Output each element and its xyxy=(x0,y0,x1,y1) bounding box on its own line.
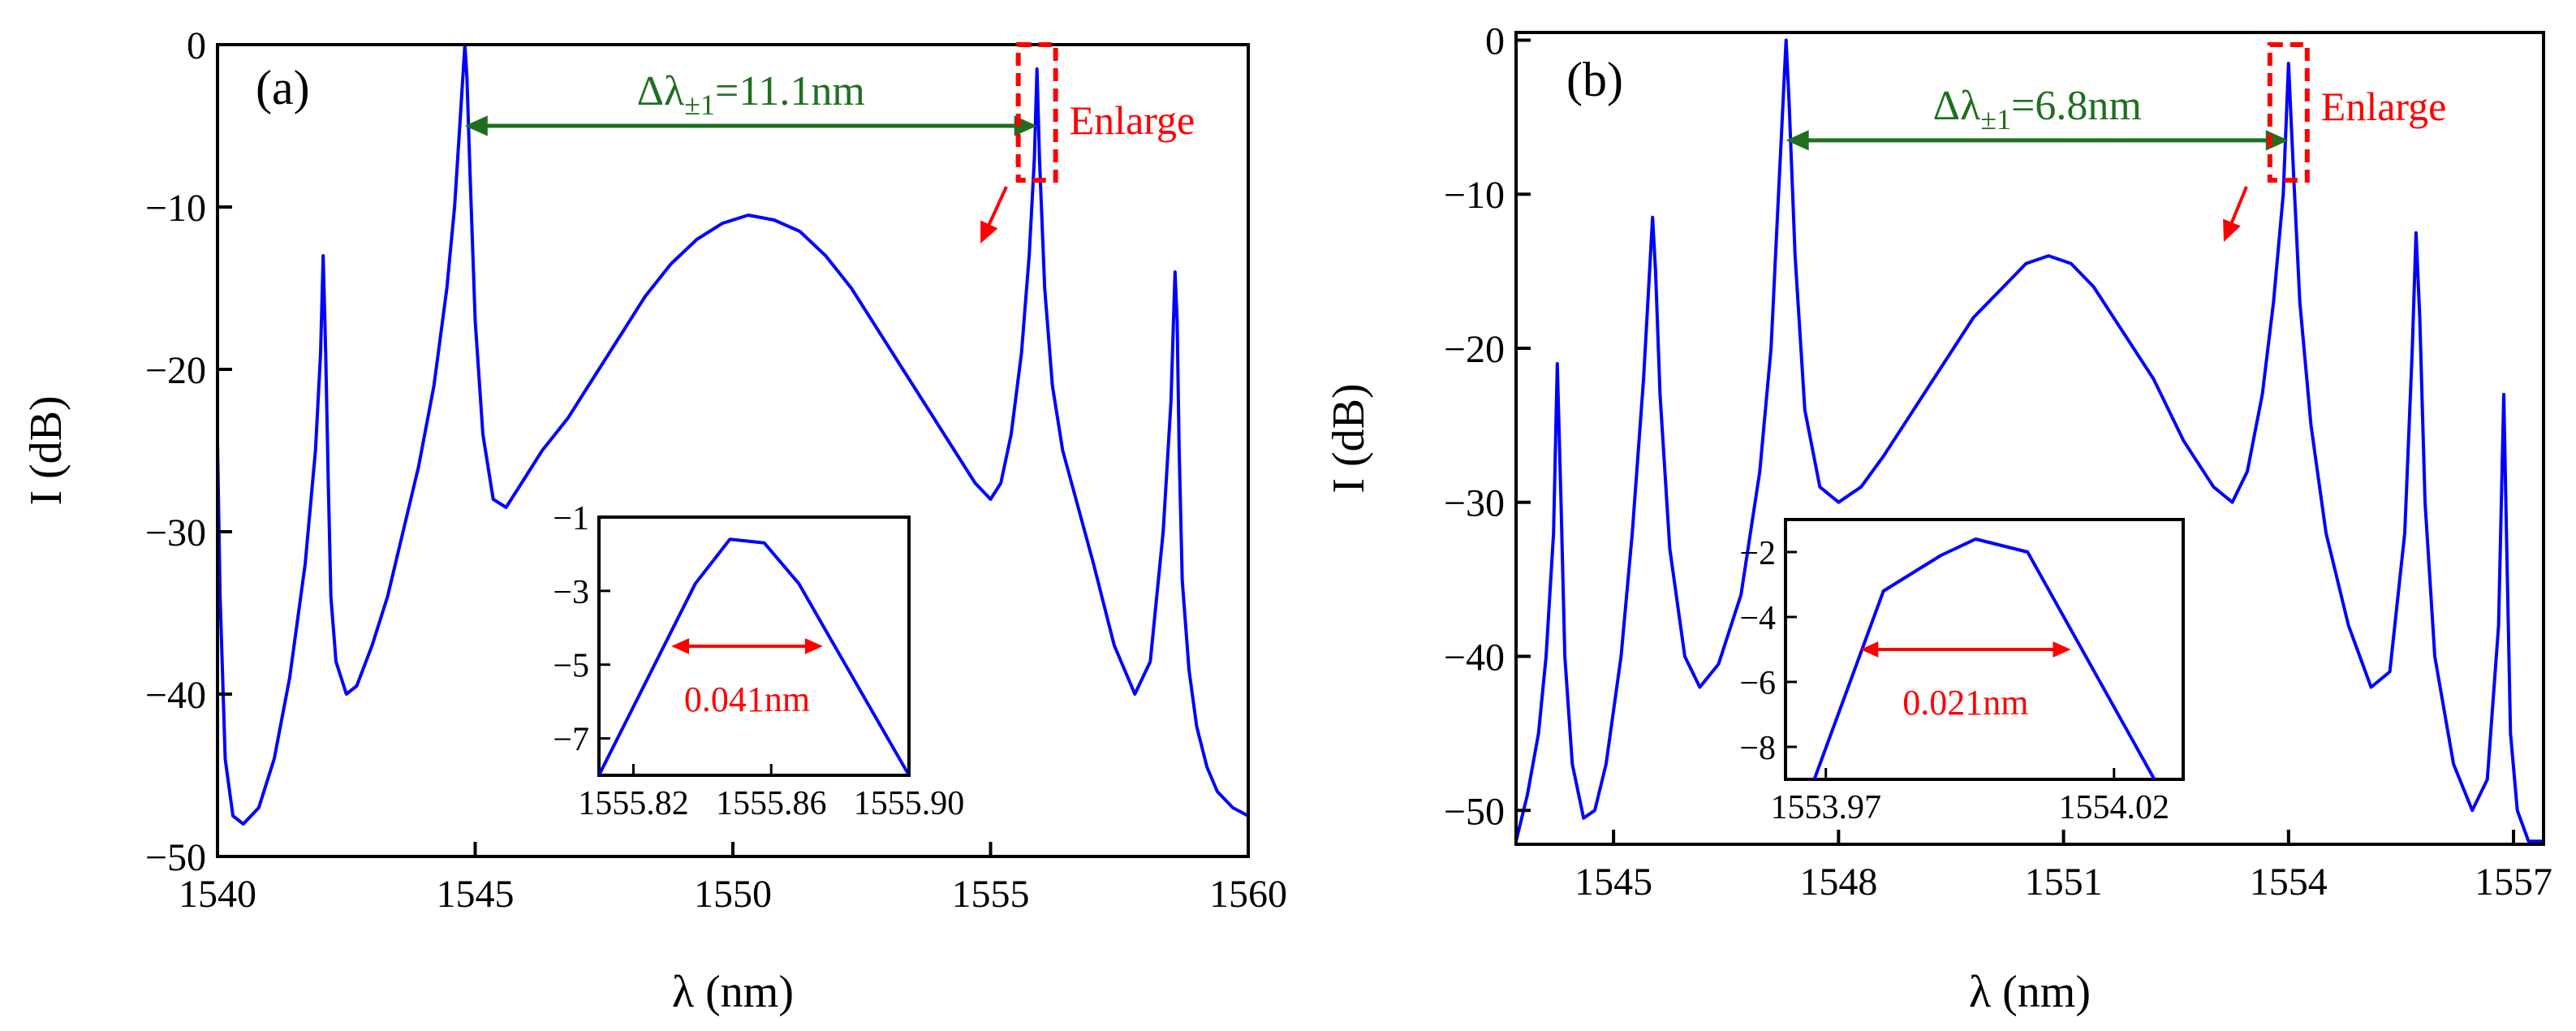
panel-b-label: (b) xyxy=(1566,53,1623,106)
panel-b-y-tick-label: −40 xyxy=(1444,636,1505,679)
panel-a-spacing-arrow xyxy=(464,115,1037,136)
panel-a-x-axis-title: λ (nm) xyxy=(672,967,794,1017)
panel-b-inset-fwhm-arrow xyxy=(1860,641,2071,658)
panel-a-x-tick-label: 1550 xyxy=(694,873,772,916)
panel-b-inset-line xyxy=(1812,537,2156,779)
panel-b-plot-frame xyxy=(1514,31,2545,846)
panel-a-inset-x-tick-label: 1555.90 xyxy=(854,785,965,822)
panel-a-inset-y-tick-label: −3 xyxy=(553,574,589,611)
panel-b-y-tick-label: −10 xyxy=(1444,174,1505,217)
panel-b-enlarge-label: Enlarge xyxy=(2321,84,2447,129)
panel-a-inset-line xyxy=(599,537,909,775)
panel-b-x-tick-label: 1545 xyxy=(1574,861,1652,904)
panel-a-y-tick-label: −50 xyxy=(145,836,206,879)
panel-a-inset-fwhm-arrow xyxy=(671,638,823,654)
panel-b-inset-y-tick-label: −2 xyxy=(1739,535,1776,572)
panel-a-inset-y-tick-label: −5 xyxy=(553,648,589,685)
panel-b-spacing-arrow xyxy=(1786,130,2289,151)
panel-a-enlarge-label: Enlarge xyxy=(1070,97,1195,143)
panel-a-y-tick-label: 0 xyxy=(187,24,206,67)
panel-a-y-tick-label: −10 xyxy=(145,187,206,230)
spacing-subscript: ±1 xyxy=(684,88,715,121)
spacing-suffix: =6.8nm xyxy=(2011,83,2142,129)
panel-a-inset-y-tick-label: −7 xyxy=(553,722,589,759)
panel-a-y-tick-label: −30 xyxy=(145,511,206,554)
panel-b-y-tick-label: −30 xyxy=(1444,482,1505,525)
panel-a-label: (a) xyxy=(256,61,310,114)
panel-a-inset-fwhm-arrow-head-left xyxy=(671,638,690,654)
panel-a-inset-x-tick-label: 1555.86 xyxy=(716,785,827,822)
panel-b-x-tick-label: 1554 xyxy=(2250,861,2328,904)
panel-b-inset-y-tick-label: −6 xyxy=(1739,665,1776,702)
panel-a-x-tick-label: 1540 xyxy=(179,873,256,916)
panel-a-inset-x-tick-label: 1555.82 xyxy=(578,785,689,822)
spacing-subscript: ±1 xyxy=(1980,103,2011,136)
panel-b-spacing-arrow-head-left xyxy=(1786,130,1809,151)
panel-b-x-tick-label: 1548 xyxy=(1799,861,1877,904)
panel-a-x-tick-label: 1555 xyxy=(952,873,1030,916)
panel-b-y-tick-label: −20 xyxy=(1444,328,1505,371)
panel-b-inset-fwhm-label: 0.021nm xyxy=(1902,683,2028,723)
panel-b-enlarge-arrow-shaft xyxy=(2228,186,2248,229)
panel-b-inset-x-tick-label: 1554.02 xyxy=(2059,789,2170,826)
panel-b-enlarge-arrow-head xyxy=(2223,218,2241,242)
panel-a-x-tick-label: 1560 xyxy=(1209,873,1287,916)
spacing-prefix: Δλ xyxy=(637,68,685,114)
panel-b-enlarge-box xyxy=(2267,42,2310,183)
panel-a: 1540 1545 1550 1555 1560 0 −10 −20 −30 −40 −50 λ (n… xyxy=(21,24,1287,1017)
panel-a-x-tick-label: 1545 xyxy=(437,873,515,916)
panel-b-inset: 1553.97 1554.02 −2 −4 −6 −8 0.021nm xyxy=(1739,518,2185,826)
panel-b-y-axis-title: I (dB) xyxy=(1324,383,1374,493)
panel-b-y-tick-label: −50 xyxy=(1444,790,1505,833)
panel-b-spectrum-line xyxy=(1516,38,2544,843)
spacing-suffix: =11.1nm xyxy=(715,68,865,114)
panel-b-spacing-label: Δλ±1=6.8nm xyxy=(1933,83,2142,136)
panel-b: 1545 1548 1551 1554 1557 0 −10 −20 −30 −40 −50 λ (n… xyxy=(1324,19,2552,1017)
panel-b-inset-y-tick-label: −4 xyxy=(1739,600,1776,637)
panel-b-inset-fwhm-arrow-head-left xyxy=(1860,641,1879,658)
panel-a-inset-fwhm-label: 0.041nm xyxy=(684,679,810,719)
panel-a-spacing-label: Δλ±1=11.1nm xyxy=(637,68,865,121)
panel-b-inset-y-tick-label: −8 xyxy=(1739,730,1776,767)
panel-a-enlarge-arrow-head xyxy=(980,220,998,244)
panel-b-x-axis-title: λ (nm) xyxy=(1969,967,2091,1017)
panel-a-spacing-arrow-head-left xyxy=(464,115,488,136)
panel-a-enlarge-arrow-shaft xyxy=(985,186,1008,231)
panel-a-inset-fwhm-arrow-head-right xyxy=(804,638,823,654)
panel-b-inset-x-tick-label: 1553.97 xyxy=(1770,789,1881,826)
panel-b-inset-fwhm-arrow-head-right xyxy=(2053,641,2071,658)
panel-b-y-tick-label: 0 xyxy=(1485,19,1505,63)
panel-a-spectrum-line xyxy=(218,45,1248,826)
panel-a-inset: 1555.82 1555.86 1555.90 −1 −3 −5 −7 0.041nm xyxy=(553,500,964,822)
panel-b-x-tick-label: 1557 xyxy=(2475,861,2552,904)
panel-a-inset-y-tick-label: −1 xyxy=(553,500,589,537)
panel-a-enlarge-box xyxy=(1015,42,1058,183)
panel-a-y-axis-title: I (dB) xyxy=(21,395,71,505)
spacing-prefix: Δλ xyxy=(1933,83,1981,129)
panel-a-y-tick-label: −40 xyxy=(145,674,206,717)
panel-b-x-tick-label: 1551 xyxy=(2025,861,2103,904)
panel-a-y-tick-label: −20 xyxy=(145,349,206,392)
